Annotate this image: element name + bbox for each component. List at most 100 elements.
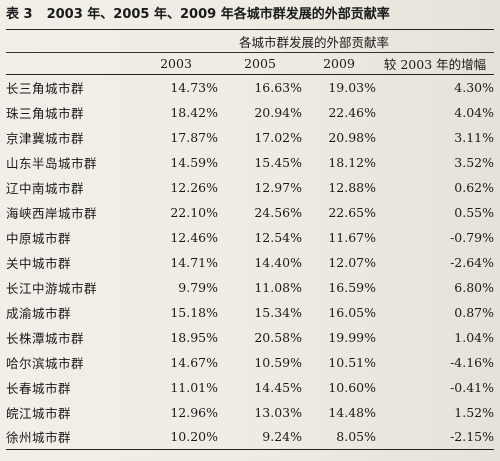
- value-2009: 22.46%: [328, 104, 376, 120]
- value-2009: 16.59%: [328, 279, 376, 295]
- city-cluster-name: 长三角城市群: [6, 80, 85, 96]
- value-change: 1.52%: [454, 404, 495, 420]
- table-row: 徐州城市群 10.20% 9.24% 8.05% -2.15%: [6, 425, 495, 450]
- value-2009: 19.99%: [328, 329, 376, 345]
- city-cluster-name: 哈尔滨城市群: [6, 355, 85, 371]
- table-row: 珠三角城市群 18.42% 20.94% 22.46% 4.04%: [6, 100, 494, 125]
- city-cluster-name: 山东半岛城市群: [6, 155, 98, 171]
- value-change: 4.04%: [454, 104, 495, 120]
- contribution-rate-table: 各城市群发展的外部贡献率 2003 2005 2009 较 2003 年的增幅 …: [6, 29, 495, 450]
- city-cluster-name: 辽中南城市群: [6, 180, 85, 196]
- value-2009: 16.05%: [328, 304, 376, 320]
- value-2003: 14.73%: [170, 79, 218, 95]
- group-header: 各城市群发展的外部贡献率: [239, 34, 390, 50]
- value-2005: 20.94%: [254, 104, 302, 120]
- value-2005: 16.63%: [254, 79, 302, 95]
- value-change: 0.62%: [454, 179, 495, 195]
- value-2003: 10.20%: [170, 429, 218, 445]
- value-2003: 12.26%: [170, 179, 218, 195]
- value-2003: 14.59%: [170, 154, 218, 170]
- value-change: -0.79%: [450, 229, 495, 245]
- value-2009: 19.03%: [328, 79, 376, 95]
- value-2005: 14.40%: [254, 254, 302, 270]
- value-2009: 8.05%: [336, 429, 376, 445]
- column-header-2005: 2005: [218, 52, 302, 75]
- value-change: -2.64%: [450, 254, 495, 270]
- value-change: -0.41%: [450, 379, 495, 395]
- table-row: 长江中游城市群 9.79% 11.08% 16.59% 6.80%: [6, 275, 494, 300]
- table-row: 中原城市群 12.46% 12.54% 11.67% -0.79%: [6, 225, 494, 250]
- value-change: 0.55%: [454, 204, 495, 220]
- value-2009: 10.51%: [328, 354, 376, 370]
- header-blank-cell: [6, 30, 134, 53]
- header-row-columns: 2003 2005 2009 较 2003 年的增幅: [6, 52, 495, 75]
- city-cluster-name: 长春城市群: [6, 380, 72, 396]
- value-2009: 10.60%: [328, 379, 376, 395]
- table-title: 2003 年、2005 年、2009 年各城市群发展的外部贡献率: [46, 7, 390, 22]
- value-2009: 14.48%: [328, 404, 376, 420]
- value-2003: 18.42%: [170, 104, 218, 120]
- city-cluster-name: 海峡西岸城市群: [6, 205, 98, 221]
- value-2003: 15.18%: [170, 304, 218, 320]
- value-change: 0.87%: [454, 304, 495, 320]
- city-cluster-name: 成渝城市群: [6, 305, 72, 321]
- city-cluster-name: 徐州城市群: [6, 430, 72, 446]
- value-2003: 12.96%: [170, 404, 218, 420]
- value-2005: 12.97%: [254, 179, 302, 195]
- table-body: 长三角城市群 14.73% 16.63% 19.03% 4.30% 珠三角城市群 18.42…: [6, 75, 495, 450]
- city-cluster-name: 中原城市群: [6, 230, 72, 246]
- value-2005: 15.45%: [254, 154, 302, 170]
- table-row: 长春城市群 11.01% 14.45% 10.60% -0.41%: [6, 375, 494, 400]
- table-row: 海峡西岸城市群 22.10% 24.56% 22.65% 0.55%: [6, 200, 494, 225]
- table-row: 京津冀城市群 17.87% 17.02% 20.98% 3.11%: [6, 125, 494, 150]
- city-cluster-name: 京津冀城市群: [6, 130, 85, 146]
- table-row: 长三角城市群 14.73% 16.63% 19.03% 4.30%: [6, 75, 494, 100]
- value-2009: 12.07%: [328, 254, 376, 270]
- value-2009: 11.67%: [328, 229, 376, 245]
- table-row: 皖江城市群 12.96% 13.03% 14.48% 1.52%: [6, 400, 494, 425]
- table-caption: 表 3 2003 年、2005 年、2009 年各城市群发展的外部贡献率: [6, 5, 494, 25]
- city-cluster-name: 珠三角城市群: [6, 105, 85, 121]
- city-cluster-name: 皖江城市群: [6, 405, 72, 421]
- table-row: 成渝城市群 15.18% 15.34% 16.05% 0.87%: [6, 300, 494, 325]
- value-2003: 9.79%: [178, 279, 218, 295]
- value-2005: 9.24%: [262, 429, 302, 445]
- value-change: -4.16%: [450, 354, 495, 370]
- table-row: 山东半岛城市群 14.59% 15.45% 18.12% 3.52%: [6, 150, 494, 175]
- value-change: 3.11%: [454, 129, 495, 145]
- table-number: 表 3: [6, 7, 33, 22]
- value-2003: 17.87%: [170, 129, 218, 145]
- column-header-change: 较 2003 年的增幅: [376, 52, 495, 75]
- value-2009: 22.65%: [328, 204, 376, 220]
- value-2005: 17.02%: [254, 129, 302, 145]
- value-2003: 18.95%: [170, 329, 218, 345]
- value-2009: 12.88%: [328, 179, 376, 195]
- city-cluster-name: 关中城市群: [6, 255, 72, 271]
- value-2005: 10.59%: [254, 354, 302, 370]
- value-2005: 12.54%: [254, 229, 302, 245]
- value-change: 3.52%: [454, 154, 495, 170]
- value-2003: 12.46%: [170, 229, 218, 245]
- city-cluster-name: 长株潭城市群: [6, 330, 85, 346]
- value-change: 6.80%: [454, 279, 495, 295]
- header-row-group: 各城市群发展的外部贡献率: [6, 29, 495, 53]
- table-row: 关中城市群 14.71% 14.40% 12.07% -2.64%: [6, 250, 494, 275]
- table-row: 辽中南城市群 12.26% 12.97% 12.88% 0.62%: [6, 175, 494, 200]
- value-2009: 20.98%: [328, 129, 376, 145]
- city-cluster-name: 长江中游城市群: [6, 280, 98, 296]
- header-blank-cell: [6, 52, 134, 75]
- value-2005: 24.56%: [254, 204, 302, 220]
- value-2005: 14.45%: [254, 379, 302, 395]
- value-2005: 15.34%: [254, 304, 302, 320]
- value-change: 1.04%: [454, 329, 495, 345]
- value-2009: 18.12%: [328, 154, 376, 170]
- table-row: 长株潭城市群 18.95% 20.58% 19.99% 1.04%: [6, 325, 494, 350]
- value-2005: 20.58%: [254, 329, 302, 345]
- value-2005: 13.03%: [254, 404, 302, 420]
- column-header-2003: 2003: [134, 52, 218, 75]
- value-2003: 14.71%: [170, 254, 218, 270]
- table-row: 哈尔滨城市群 14.67% 10.59% 10.51% -4.16%: [6, 350, 494, 375]
- value-2005: 11.08%: [254, 279, 302, 295]
- value-2003: 22.10%: [170, 204, 218, 220]
- value-change: 4.30%: [454, 79, 495, 95]
